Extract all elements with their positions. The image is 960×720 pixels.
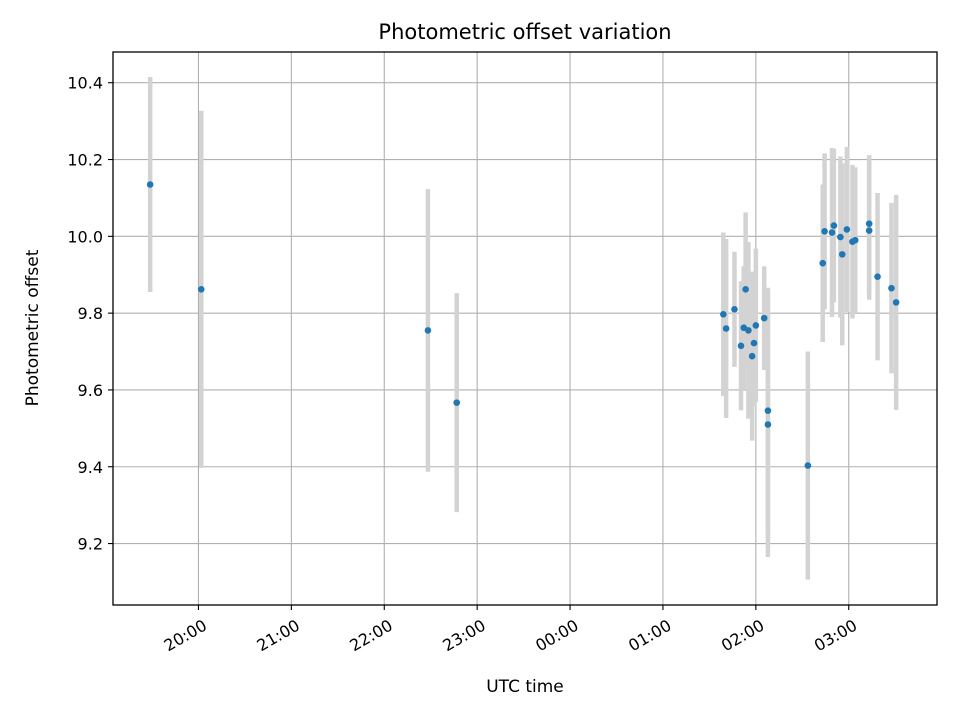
data-points bbox=[146, 181, 900, 469]
data-point bbox=[752, 322, 760, 329]
y-tick-label: 9.8 bbox=[78, 304, 103, 323]
y-tick-label: 10.2 bbox=[67, 151, 103, 170]
data-point bbox=[453, 399, 461, 406]
data-point bbox=[424, 327, 432, 334]
data-point bbox=[837, 233, 844, 241]
y-tick-label: 9.2 bbox=[78, 535, 103, 554]
y-tick-label: 9.4 bbox=[78, 458, 103, 477]
y-axis-label: Photometric offset bbox=[23, 249, 43, 406]
data-point bbox=[760, 314, 768, 322]
data-point bbox=[828, 229, 836, 236]
data-point bbox=[197, 286, 205, 293]
data-point bbox=[764, 407, 772, 414]
data-point bbox=[865, 227, 873, 234]
data-point bbox=[720, 310, 727, 318]
data-point bbox=[892, 299, 900, 306]
y-tick-label: 10.0 bbox=[67, 227, 103, 246]
data-point bbox=[804, 462, 812, 469]
data-point bbox=[874, 273, 881, 280]
data-point bbox=[737, 342, 745, 350]
data-point bbox=[830, 222, 838, 229]
data-point bbox=[865, 220, 873, 227]
y-tick-label: 9.6 bbox=[78, 381, 103, 400]
chart-title: Photometric offset variation bbox=[378, 20, 671, 44]
data-point bbox=[819, 259, 827, 267]
data-point bbox=[722, 325, 730, 332]
data-point bbox=[843, 226, 851, 233]
data-point bbox=[838, 251, 846, 258]
data-point bbox=[851, 236, 859, 244]
data-point bbox=[742, 286, 749, 293]
grid-lines bbox=[113, 52, 937, 605]
data-point bbox=[750, 339, 758, 347]
x-axis-label: UTC time bbox=[486, 677, 564, 697]
plot-frame bbox=[112, 51, 938, 606]
data-point bbox=[821, 228, 828, 235]
data-point bbox=[748, 352, 756, 360]
data-point bbox=[146, 181, 154, 188]
data-point bbox=[731, 305, 738, 313]
data-point bbox=[764, 421, 772, 428]
data-point bbox=[888, 284, 895, 292]
data-point bbox=[745, 327, 752, 334]
y-tick-label: 10.4 bbox=[67, 74, 103, 93]
